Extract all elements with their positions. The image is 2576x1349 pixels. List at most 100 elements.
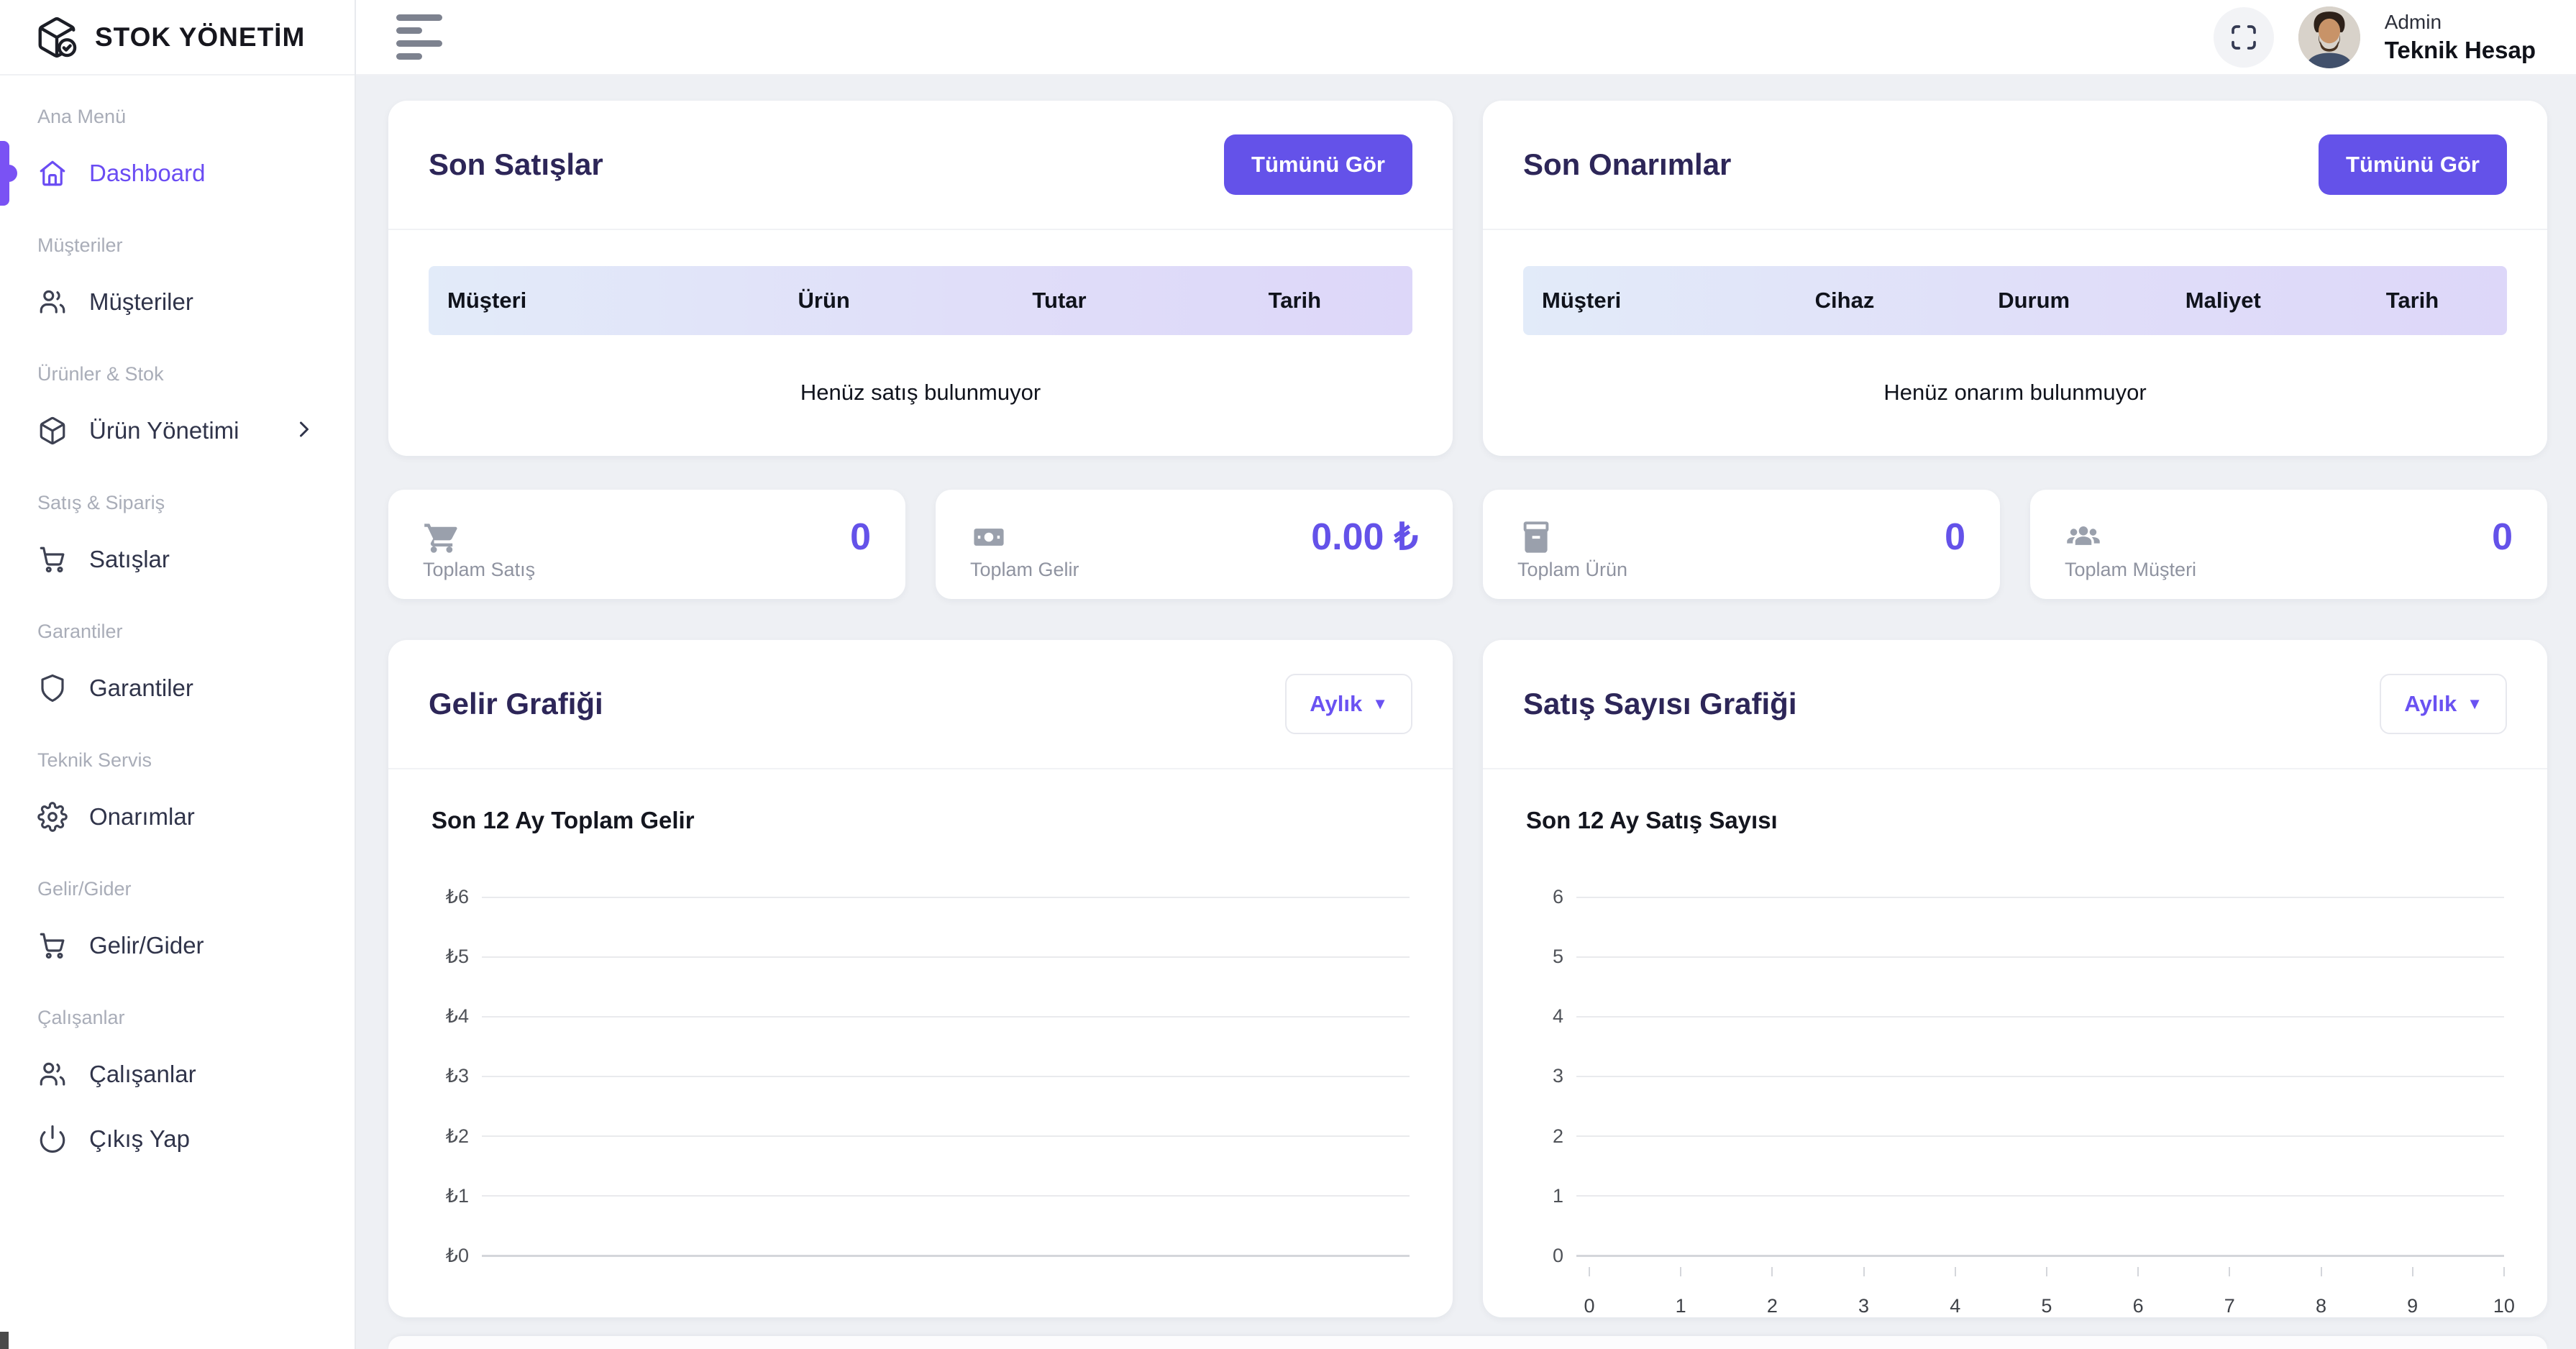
stat-label: Toplam Ürün	[1517, 559, 1628, 580]
period-select-dropdown[interactable]: Aylık ▼	[1285, 674, 1412, 734]
y-tick-label: ₺4	[445, 1005, 469, 1028]
gridline	[482, 956, 1410, 958]
y-tick-label: ₺2	[445, 1125, 469, 1147]
recent-repairs-card: Son Onarımlar Tümünü Gör Müşteri Cihaz Dur…	[1483, 101, 2547, 456]
period-select-dropdown[interactable]: Aylık ▼	[2380, 674, 2507, 734]
y-tick-label: 6	[1552, 886, 1563, 907]
y-tick-label: ₺6	[445, 886, 469, 907]
tick-mark	[2411, 1267, 2413, 1276]
fullscreen-button[interactable]	[2213, 6, 2274, 68]
chevron-down-icon: ▼	[2467, 695, 2483, 713]
power-icon	[40, 1125, 65, 1153]
topbar-right: Admin Teknik Hesap	[2213, 6, 2536, 68]
main-area: Admin Teknik Hesap Son Satışlar Tümünü G…	[356, 0, 2576, 1349]
brand-name: STOK YÖNETİM	[95, 22, 306, 52]
gridline	[482, 896, 1410, 898]
section-label: Satış & Sipariş	[37, 492, 165, 513]
column-header: Ürün	[798, 288, 850, 313]
card-header: Son Onarımlar Tümünü Gör	[1483, 101, 2547, 229]
section-label: Gelir/Gider	[37, 878, 132, 900]
nav-section-gelir-gider: Gelir/Gider Gelir/Gider	[0, 868, 355, 978]
sidebar-item-cikis-yap[interactable]: Çıkış Yap	[0, 1107, 355, 1171]
sidebar-item-dashboard[interactable]: Dashboard	[0, 141, 355, 206]
nav-section-ana-menu: Ana Menü Dashboard	[0, 96, 355, 206]
column-header: Müşteri	[1542, 288, 1622, 313]
sidebar-item-label: Ürün Yönetimi	[89, 417, 239, 444]
tick-mark	[2229, 1267, 2231, 1276]
sidebar-item-garantiler[interactable]: Garantiler	[0, 656, 355, 721]
section-label: Müşteriler	[37, 234, 123, 256]
section-label: Ürünler & Stok	[37, 363, 164, 385]
sidebar-item-label: Garantiler	[89, 674, 193, 701]
x-tick-label: 2	[1766, 1295, 1778, 1317]
gridline-row: 6	[1526, 886, 2504, 908]
section-label: Garantiler	[37, 621, 123, 642]
stat-card-total-sales: 0 Toplam Satış	[388, 490, 905, 599]
sidebar-item-label: Müşteriler	[89, 288, 193, 315]
column-header: Cihaz	[1814, 288, 1875, 313]
sidebar-item-gelir-gider[interactable]: Gelir/Gider	[0, 913, 355, 978]
card-header: Satış Sayısı Grafiği Aylık ▼	[1483, 640, 2547, 768]
stat-label: Toplam Gelir	[970, 559, 1079, 580]
card-header: Gelir Grafiği Aylık ▼	[388, 640, 1453, 768]
sidebar: STOK YÖNETİM Ana Menü Dashboard Müşteril…	[0, 0, 356, 1349]
x-tick-label: 7	[2224, 1295, 2235, 1317]
sidebar-item-urun-yonetimi[interactable]: Ürün Yönetimi	[0, 398, 355, 463]
section-label: Çalışanlar	[37, 1007, 125, 1028]
section-label: Ana Menü	[37, 106, 127, 127]
next-card-top-edge	[388, 1336, 2547, 1349]
active-indicator	[0, 141, 9, 206]
tick-mark	[2045, 1267, 2047, 1276]
sales-empty-state: Henüz satış bulunmuyor	[800, 380, 1041, 405]
user-meta: Admin Teknik Hesap	[2385, 11, 2536, 64]
chevron-right-icon	[291, 416, 317, 446]
x-tick-label: 9	[2407, 1295, 2419, 1317]
gridline	[482, 1015, 1410, 1018]
gridline-row: 1	[1526, 1185, 2504, 1207]
nav-section-satis-siparis: Satış & Sipariş Satışlar	[0, 482, 355, 592]
gridline-row: 3	[1526, 1065, 2504, 1087]
gridline	[482, 1075, 1410, 1077]
box-check-logo-icon	[38, 17, 77, 58]
stat-label: Toplam Müşteri	[2065, 559, 2197, 580]
user-avatar[interactable]	[2298, 6, 2360, 68]
sidebar-item-musteriler[interactable]: Müşteriler	[0, 270, 355, 334]
repairs-table-header: Müşteri Cihaz Durum Maliyet Tarih	[1523, 266, 2507, 335]
chevron-down-icon: ▼	[1372, 695, 1388, 713]
gridline	[482, 1135, 1410, 1138]
sidebar-item-label: Çalışanlar	[89, 1061, 196, 1087]
brand-logo: STOK YÖNETİM	[0, 0, 355, 76]
sales-count-chart-plot: 6 5 4 3 2 1 0	[1526, 886, 2504, 1267]
cart-icon	[40, 933, 65, 959]
hamburger-menu-icon[interactable]	[396, 14, 442, 60]
view-all-sales-button[interactable]: Tümünü Gör	[1224, 134, 1412, 195]
gridline	[482, 1195, 1410, 1197]
gridline-row: 0	[1526, 1245, 2504, 1267]
x-tick-label: 4	[1950, 1295, 1961, 1317]
sidebar-item-satislar[interactable]: Satışlar	[0, 527, 355, 592]
column-header: Tutar	[1032, 288, 1087, 313]
revenue-chart-card: Gelir Grafiği Aylık ▼ Son 12 Ay Toplam G…	[388, 640, 1453, 1317]
sales-table-header: Müşteri Ürün Tutar Tarih	[429, 266, 1412, 335]
y-tick-label: 5	[1552, 946, 1563, 968]
view-all-repairs-button[interactable]: Tümünü Gör	[2319, 134, 2507, 195]
y-tick-label: 2	[1552, 1125, 1563, 1147]
stats-row: 0 Toplam Satış 0.00 ₺ Toplam Gelir	[388, 490, 2547, 599]
sales-table: Müşteri Ürün Tutar Tarih Henüz satış bulunm…	[388, 230, 1453, 456]
divider	[1483, 229, 2547, 230]
charts-row: Gelir Grafiği Aylık ▼ Son 12 Ay Toplam G…	[388, 640, 2547, 1317]
sidebar-item-onarimlar[interactable]: Onarımlar	[0, 785, 355, 849]
column-header: Tarih	[1268, 288, 1322, 313]
gridline-row: 4	[1526, 1005, 2504, 1028]
tick-mark	[2503, 1267, 2505, 1276]
x-tick-label: 8	[2315, 1295, 2327, 1317]
stat-label: Toplam Satış	[423, 559, 536, 580]
sidebar-item-calisanlar[interactable]: Çalışanlar	[0, 1042, 355, 1107]
users-group-icon	[2067, 526, 2100, 545]
chart-title: Son 12 Ay Toplam Gelir	[431, 807, 695, 833]
card-header: Son Satışlar Tümünü Gör	[388, 101, 1453, 229]
banknote-icon	[974, 529, 1004, 546]
sidebar-nav: Ana Menü Dashboard Müşteriler Müşteriler	[0, 76, 355, 1190]
section-label: Teknik Servis	[37, 749, 152, 771]
nav-section-teknik-servis: Teknik Servis Onarımlar	[0, 739, 355, 849]
